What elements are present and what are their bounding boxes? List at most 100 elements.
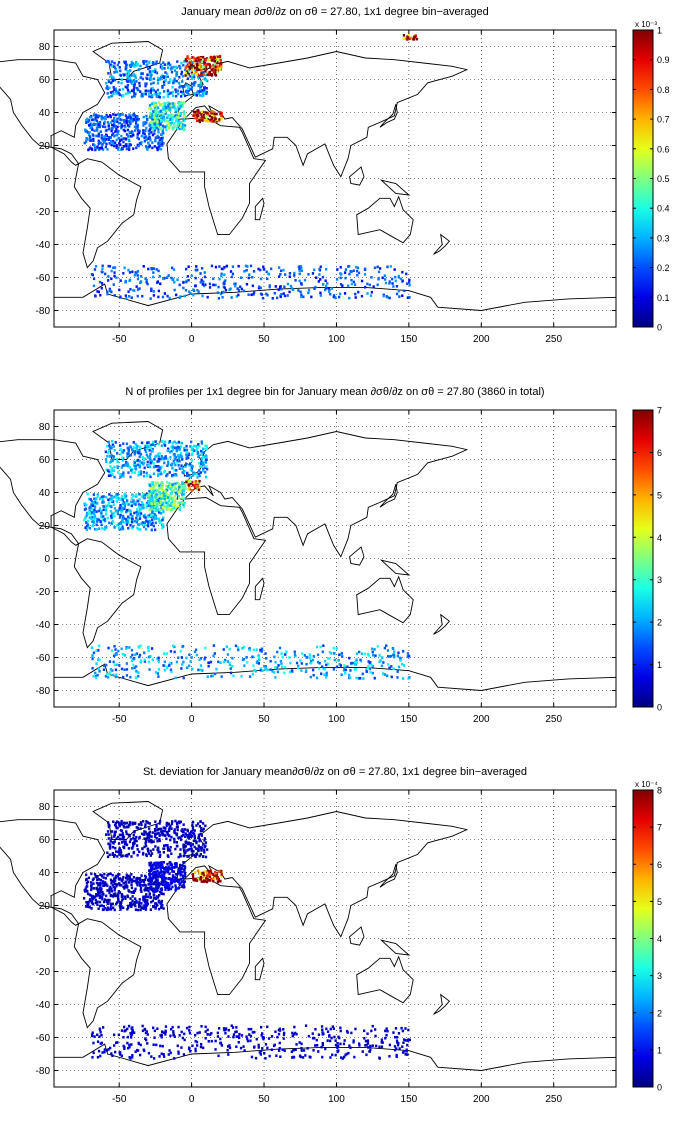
data-cell	[137, 505, 141, 509]
colorbar-tick-label: 0.9	[657, 55, 670, 65]
data-cell	[141, 134, 144, 138]
data-cell	[194, 276, 197, 280]
data-cell	[186, 68, 189, 71]
data-cell	[181, 127, 184, 131]
data-cell	[138, 511, 141, 514]
data-cell	[150, 116, 153, 119]
data-cell	[156, 78, 160, 82]
data-cell	[88, 510, 91, 514]
data-cell	[151, 115, 154, 119]
data-cell	[174, 108, 177, 112]
data-cell	[247, 293, 250, 296]
data-cell	[181, 885, 185, 889]
data-cell	[102, 515, 105, 518]
colorbar-tick-label: 0.8	[657, 85, 670, 95]
data-cell	[152, 870, 155, 874]
data-cell	[129, 445, 132, 449]
data-cell	[148, 124, 151, 127]
data-cell	[408, 676, 411, 679]
data-cell	[100, 136, 103, 140]
data-cell	[133, 511, 136, 515]
data-cell	[89, 898, 92, 901]
data-cell	[110, 454, 113, 457]
data-cell	[153, 455, 157, 458]
data-cell	[392, 647, 395, 651]
data-cell	[276, 650, 279, 654]
data-cell	[239, 1046, 243, 1050]
data-cell	[175, 94, 178, 98]
data-cell	[145, 900, 149, 904]
data-cell	[182, 833, 185, 837]
data-cell	[147, 883, 150, 886]
data-cell	[154, 495, 157, 498]
data-cell	[142, 898, 145, 902]
data-cell	[150, 852, 154, 855]
data-cell	[360, 294, 364, 298]
data-cell	[137, 523, 141, 526]
data-cell	[172, 81, 175, 85]
data-cell	[160, 891, 163, 894]
data-cell	[157, 145, 161, 148]
data-cell	[305, 662, 308, 666]
data-cell	[149, 121, 152, 125]
data-cell	[143, 889, 147, 892]
y-tick-label: 60	[39, 455, 51, 466]
data-cell	[200, 69, 203, 72]
data-cell	[156, 134, 159, 138]
data-cell	[127, 1046, 130, 1050]
data-cell	[299, 659, 302, 662]
data-cell	[137, 527, 140, 531]
data-cell	[204, 855, 208, 859]
data-cell	[168, 126, 171, 129]
data-cell	[172, 837, 176, 841]
data-cell	[135, 495, 138, 498]
data-cell	[98, 148, 101, 151]
data-cell	[162, 851, 165, 854]
data-cell	[167, 882, 170, 885]
data-cell	[198, 118, 201, 122]
data-cell	[131, 514, 134, 518]
data-cell	[138, 836, 141, 840]
data-cell	[136, 444, 139, 448]
data-cell	[120, 647, 123, 651]
data-cell	[199, 90, 202, 93]
data-cell	[167, 499, 171, 503]
data-cell	[161, 488, 164, 492]
data-cell	[343, 667, 346, 671]
data-cell	[204, 111, 207, 114]
data-cell	[328, 288, 331, 292]
data-cell	[137, 645, 140, 649]
data-cell	[137, 451, 140, 455]
data-cell	[139, 508, 142, 511]
data-cell	[153, 132, 156, 135]
data-cell	[166, 72, 169, 76]
data-cell	[148, 827, 151, 830]
data-cell	[191, 820, 195, 824]
data-cell	[116, 460, 119, 464]
data-cell	[181, 489, 184, 493]
data-cell	[298, 268, 302, 272]
data-cell	[227, 1045, 230, 1048]
data-cell	[95, 662, 98, 665]
data-cell	[125, 460, 128, 464]
data-cell	[121, 832, 124, 835]
data-cell	[117, 842, 121, 845]
data-cell	[348, 272, 351, 276]
data-cell	[136, 86, 139, 90]
data-cell	[89, 139, 92, 142]
data-cell	[199, 80, 202, 84]
data-cell	[158, 822, 161, 825]
data-cell	[129, 454, 133, 457]
data-cell	[176, 105, 180, 108]
data-cell	[83, 503, 87, 507]
data-cell	[386, 1029, 389, 1033]
data-cell	[170, 121, 173, 125]
data-cell	[389, 265, 392, 268]
data-cell	[153, 862, 157, 865]
data-cell	[126, 455, 129, 458]
data-cell	[163, 83, 166, 87]
data-cell	[176, 461, 179, 464]
data-cell	[187, 488, 190, 491]
data-cell	[201, 450, 204, 454]
data-cell	[322, 644, 325, 647]
